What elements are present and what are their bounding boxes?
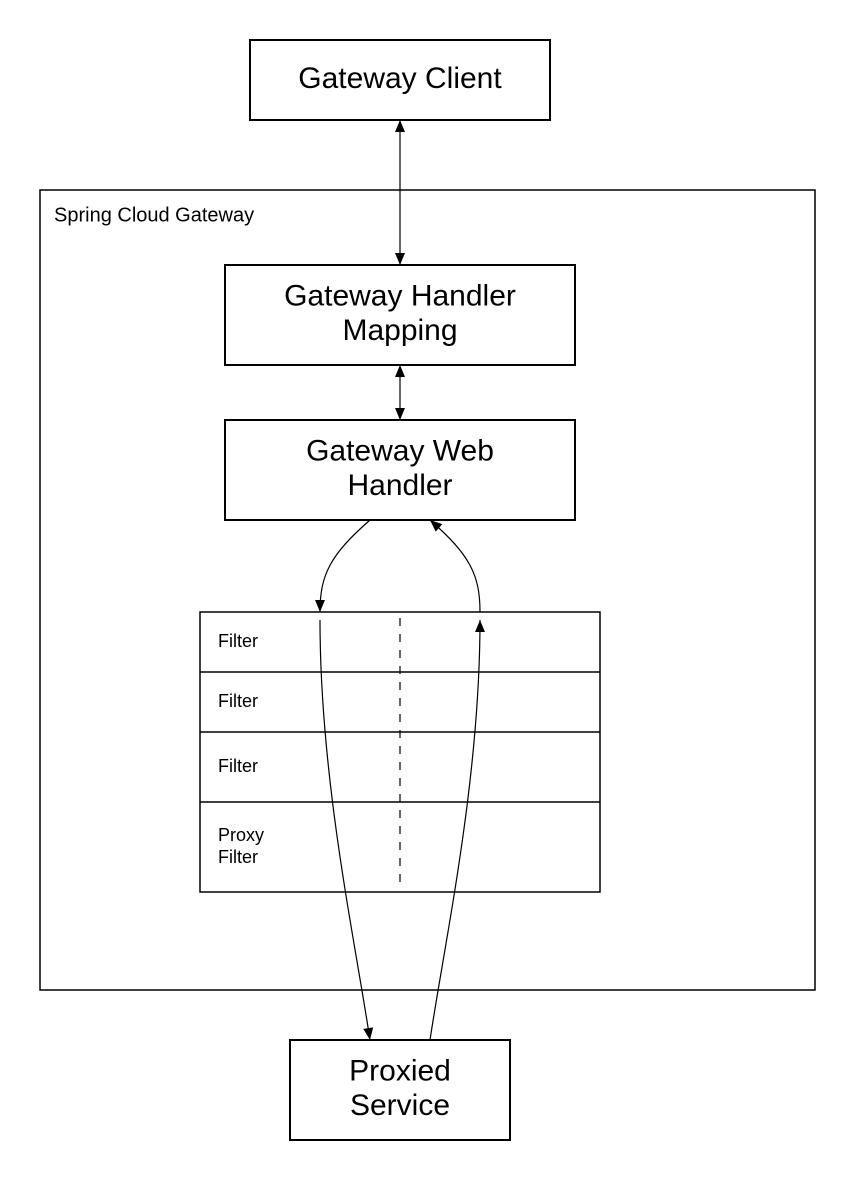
filter-row-label: Filter xyxy=(218,691,258,711)
edge-filters-to-web xyxy=(430,520,480,612)
filter-row-label: Proxy xyxy=(218,825,264,845)
mapping-label: Gateway Handler xyxy=(284,280,516,313)
proxied-label: Proxied xyxy=(349,1055,451,1088)
filter-row-label: Filter xyxy=(218,847,258,867)
edge-proxied-to-filters xyxy=(430,620,480,1040)
client-label: Gateway Client xyxy=(298,62,502,95)
web-label: Handler xyxy=(347,469,452,502)
edge-filters-to-proxied xyxy=(320,620,370,1040)
edge-web-to-filters xyxy=(320,520,370,612)
container-label: Spring Cloud Gateway xyxy=(54,204,254,226)
filter-row-label: Filter xyxy=(218,631,258,651)
web-label: Gateway Web xyxy=(306,435,494,468)
proxied-label: Service xyxy=(350,1089,450,1122)
mapping-label: Mapping xyxy=(342,314,457,347)
architecture-diagram: Spring Cloud GatewayFilterFilterFilterPr… xyxy=(0,0,866,1180)
filter-row-label: Filter xyxy=(218,756,258,776)
